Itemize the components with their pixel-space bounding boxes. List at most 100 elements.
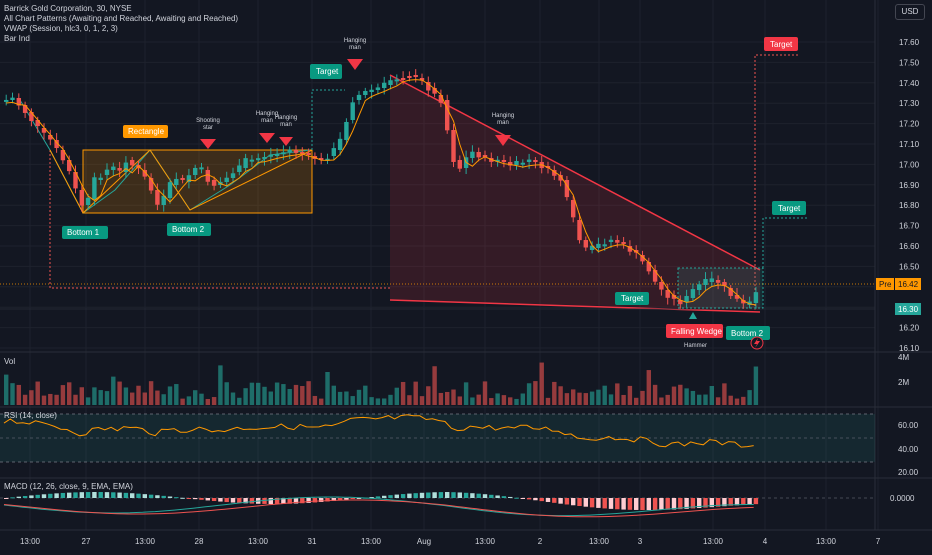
macd-histogram-bar	[350, 498, 355, 500]
macd-histogram-bar	[394, 494, 400, 498]
macd-histogram-bar	[312, 498, 318, 503]
volume-bar	[312, 395, 318, 405]
candle-body	[350, 102, 355, 120]
macd-histogram-bar	[741, 498, 746, 505]
candle-body	[432, 88, 437, 94]
macd-line	[3, 496, 754, 517]
currency-button[interactable]: USD	[895, 4, 925, 20]
rsi-pane-label[interactable]: RSI (14, close)	[4, 411, 57, 420]
macd-histogram-bar	[659, 498, 664, 510]
indicator-chart-patterns[interactable]: All Chart Patterns (Awaiting and Reached…	[4, 14, 239, 23]
macd-histogram-bar	[54, 493, 59, 498]
svg-text:man: man	[261, 118, 273, 124]
candle-body	[678, 300, 683, 305]
annotation-target-top[interactable]: Target	[764, 37, 798, 51]
candle-body	[659, 282, 664, 290]
annotation-bottom1[interactable]: Bottom 1	[62, 226, 108, 239]
annotation-target-low[interactable]: Target	[615, 292, 649, 305]
annotation-target-mid[interactable]: Target	[772, 201, 806, 215]
time-axis[interactable]: 13:00 27 13:00 28 13:00 31 13:00 Aug 13:00 2 13:00…	[20, 537, 881, 546]
macd-histogram-bar	[482, 494, 488, 498]
volume-bar	[85, 397, 91, 405]
candle-body	[54, 140, 59, 149]
candle-body	[193, 167, 198, 175]
macd-histogram-bar	[426, 492, 431, 498]
candle-body	[451, 130, 456, 162]
candle-body	[703, 279, 708, 285]
volume-bar	[382, 398, 387, 405]
pre-badge-label: Pre	[879, 280, 892, 289]
volume-bar	[652, 384, 658, 405]
macd-histogram-bar	[495, 495, 500, 498]
candle-body	[375, 87, 381, 90]
macd-histogram-bar	[539, 498, 544, 502]
svg-text:Hammer: Hammer	[684, 343, 707, 349]
macd-histogram-bar	[79, 492, 85, 498]
volume-bar	[715, 397, 721, 405]
symbol-title[interactable]: Barrick Gold Corporation, 30, NYSE	[4, 4, 132, 13]
svg-text:Hanging: Hanging	[275, 115, 297, 121]
macd-histogram-bar	[10, 497, 15, 499]
macd-histogram-bar	[180, 497, 185, 499]
indicator-vwap[interactable]: VWAP (Session, hlc3, 0, 1, 2, 3)	[4, 24, 118, 33]
volume-bar	[16, 384, 22, 405]
volume-bar	[640, 390, 645, 405]
candle-body	[577, 220, 582, 241]
price-tick: 16.70	[899, 222, 920, 231]
price-tick: 16.80	[899, 201, 920, 210]
candle-body	[608, 239, 614, 242]
macd-histogram-bar	[306, 498, 311, 503]
candle-body	[274, 153, 280, 156]
macd-histogram-bar	[262, 498, 267, 504]
rsi-band	[0, 414, 875, 462]
candle-body	[211, 180, 217, 186]
macd-histogram-bar	[111, 492, 116, 498]
price-tick: 16.90	[899, 181, 920, 190]
macd-histogram-bar	[747, 498, 752, 505]
candle-body	[508, 162, 513, 166]
volume-bar	[501, 395, 507, 405]
annotation-falling-wedge[interactable]: Falling Wedge	[666, 324, 723, 338]
rectangle-pattern-box	[82, 149, 313, 214]
svg-text:Rectangle: Rectangle	[128, 127, 165, 136]
time-tick: 3	[638, 537, 643, 546]
macd-histogram-bar	[22, 496, 28, 498]
macd-histogram-bar	[35, 494, 40, 498]
svg-text:Bottom 1: Bottom 1	[67, 228, 100, 237]
price-tick: 17.10	[899, 140, 920, 149]
candle-body	[331, 148, 337, 156]
annotation-bottom2-right[interactable]: Bottom 2	[726, 326, 770, 340]
volume-bar	[627, 385, 633, 405]
annotation-rectangle[interactable]: Rectangle	[123, 125, 168, 138]
volume-bar	[400, 381, 406, 405]
annotation-target-left[interactable]: Target	[310, 64, 342, 79]
lightning-icon[interactable]	[750, 336, 764, 350]
candle-body	[552, 170, 557, 176]
time-tick: 13:00	[135, 537, 156, 546]
macd-histogram-bar	[432, 492, 437, 498]
macd-histogram-bar	[85, 492, 91, 498]
volume-bar	[117, 381, 122, 405]
volume-pane-label[interactable]: Vol	[4, 357, 16, 366]
volume-bar	[92, 387, 97, 405]
candle-body	[363, 90, 368, 95]
volume-bar	[350, 396, 355, 405]
candle-body	[533, 160, 538, 162]
candle-body	[646, 262, 652, 272]
macd-histogram-bar	[67, 492, 72, 498]
svg-text:Falling Wedge: Falling Wedge	[671, 327, 723, 336]
candle-body	[697, 284, 702, 290]
candle-body	[155, 190, 160, 205]
macd-histogram-bar	[300, 498, 305, 504]
volume-bar	[136, 385, 141, 405]
macd-histogram-bar	[520, 498, 526, 499]
macd-histogram-bar	[186, 498, 192, 499]
annotation-bottom2-left[interactable]: Bottom 2	[167, 223, 211, 236]
wedge-upper-line	[389, 74, 761, 271]
macd-histogram-bar	[489, 494, 494, 498]
volume-bar	[287, 389, 292, 405]
macd-pane-label[interactable]: MACD (12, 26, close, 9, EMA, EMA)	[4, 482, 133, 491]
volume-bar	[35, 381, 40, 405]
indicator-bar-ind[interactable]: Bar Ind	[4, 34, 30, 43]
